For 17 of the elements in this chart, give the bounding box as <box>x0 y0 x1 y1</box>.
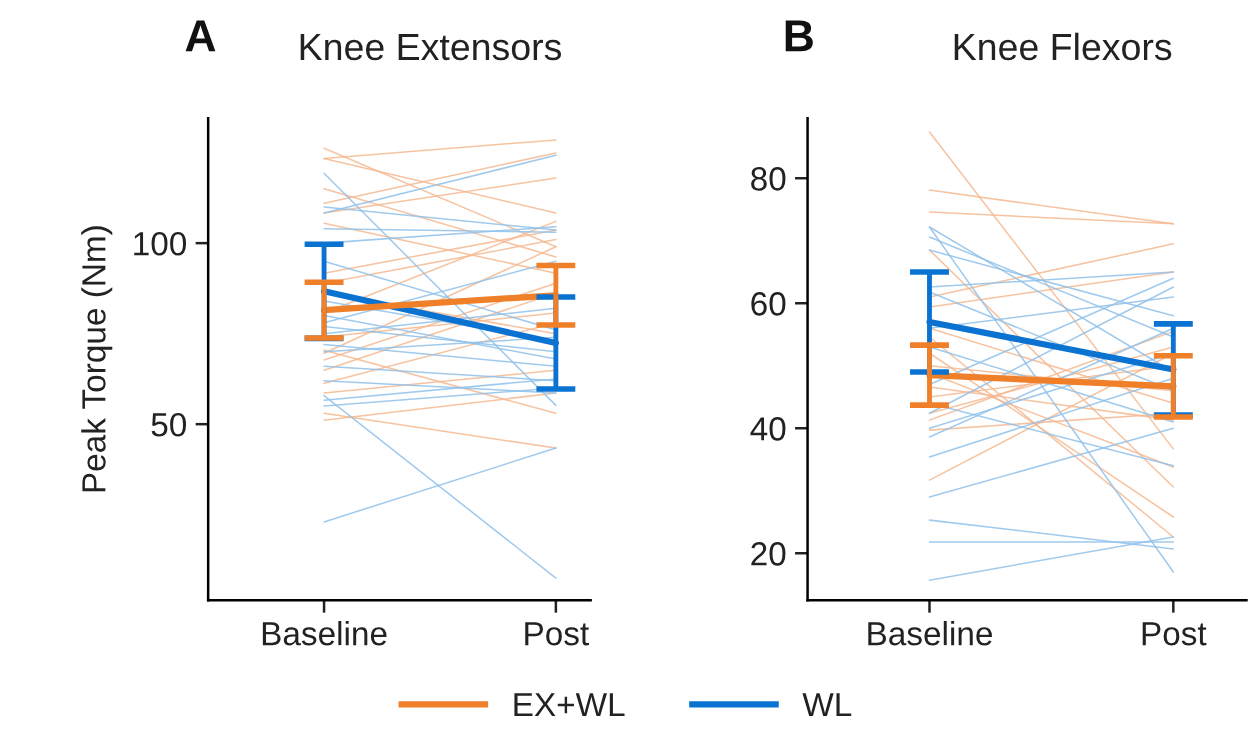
x-tick-label: Baseline <box>262 620 387 646</box>
y-tick-label: 80 <box>751 167 786 191</box>
text: A <box>185 20 216 52</box>
y-tick-label: 40 <box>750 417 786 441</box>
x-tick-label: Post <box>1142 622 1207 646</box>
y-tick-label: 50 <box>151 412 187 437</box>
text: B <box>785 20 813 52</box>
y-tick-label: 100 <box>134 231 187 256</box>
chart-title: Knee Extensors <box>300 34 562 61</box>
chart-title: Knee Flexors <box>954 32 1172 61</box>
y-tick-label: 20 <box>751 542 786 566</box>
y-tick-label: 60 <box>751 292 786 316</box>
legend-label: EX+WL <box>514 693 625 717</box>
y-axis-title: Peak Torque (Nm) <box>81 226 113 492</box>
x-tick-label: Post <box>525 622 589 646</box>
x-tick-label: Baseline <box>868 620 992 646</box>
legend-label: WL <box>802 693 852 717</box>
